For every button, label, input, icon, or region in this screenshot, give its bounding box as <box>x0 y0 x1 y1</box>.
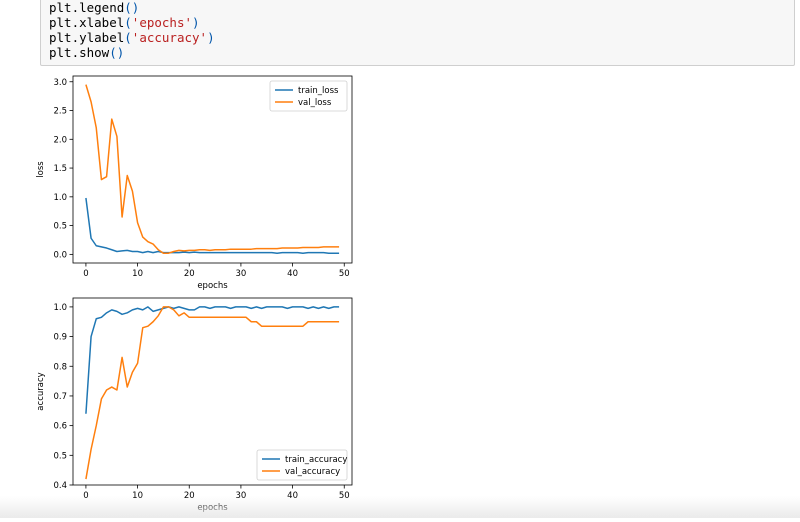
plot-frame <box>72 75 353 264</box>
x-tick-label: 50 <box>339 269 350 279</box>
y-tick-label: 0.5 <box>53 451 67 461</box>
y-tick-label: 0.8 <box>53 362 67 372</box>
code-function: plt.ylabel <box>49 30 125 45</box>
y-tick-label: 1.0 <box>53 303 67 313</box>
y-tick-label: 0.6 <box>53 422 67 432</box>
legend-label: val_loss <box>298 98 332 108</box>
code-string: 'epochs' <box>131 15 193 30</box>
code-paren: ( <box>124 30 132 45</box>
x-tick-label: 40 <box>287 269 298 279</box>
legend-box <box>269 80 348 112</box>
x-axis-label: epochs <box>197 281 228 291</box>
plot-frame <box>72 297 353 486</box>
y-tick-label: 0.0 <box>53 250 67 260</box>
code-line: plt.xlabel('epochs') <box>49 16 200 30</box>
y-tick-label: 0.4 <box>53 481 67 491</box>
code-function: plt.legend <box>49 0 125 15</box>
legend-box <box>256 449 348 481</box>
y-tick-label: 3.0 <box>53 78 67 88</box>
y-tick-label: 1.0 <box>53 193 67 203</box>
x-tick-label: 10 <box>132 269 143 279</box>
code-function: plt.xlabel <box>49 15 125 30</box>
code-string: 'accuracy' <box>131 30 208 45</box>
y-tick-label: 0.5 <box>53 222 67 232</box>
code-line: plt.ylabel('accuracy') <box>49 31 215 45</box>
code-function: plt.show <box>49 45 110 60</box>
series-line-train_accuracy <box>85 306 340 414</box>
cell-output: 0 10 20 30 40 50 0.0 0.5 1.0 1.5 2.0 2.5 3.0 epochs lo… <box>0 66 800 518</box>
output-figure: 0 10 20 30 40 50 0.0 0.5 1.0 1.5 2.0 2.5 3.0 epochs lo… <box>36 75 353 513</box>
series-line-val_accuracy <box>85 306 340 480</box>
code-line: plt.show() <box>49 46 124 60</box>
x-tick-label: 0 <box>83 269 88 279</box>
series-line-train_loss <box>85 197 340 254</box>
y-tick-label: 1.5 <box>53 164 67 174</box>
y-tick-label: 0.9 <box>53 333 67 343</box>
code-paren: ( <box>124 15 132 30</box>
legend-label: train_accuracy <box>285 455 347 465</box>
y-axis-label: accuracy <box>36 372 46 410</box>
y-tick-label: 0.7 <box>53 392 67 402</box>
legend-label: val_accuracy <box>285 467 340 477</box>
code-line: plt.legend() <box>49 1 139 15</box>
code-paren: ) <box>131 0 140 15</box>
code-cell[interactable]: plt.legend() plt.xlabel('epochs') plt.yl… <box>40 0 795 66</box>
y-tick-label: 2.0 <box>53 135 67 145</box>
x-tick-label: 30 <box>236 269 247 279</box>
bottom-shadow <box>0 496 800 518</box>
code-paren: ) <box>192 15 200 30</box>
code-paren: ) <box>116 45 125 60</box>
code-paren: ( <box>124 0 132 15</box>
y-tick-label: 2.5 <box>53 107 67 117</box>
y-axis-label: loss <box>36 161 46 178</box>
legend-label: train_loss <box>298 86 339 96</box>
x-tick-label: 20 <box>184 269 195 279</box>
code-paren: ) <box>207 30 215 45</box>
code-paren: ( <box>109 45 117 60</box>
series-line-val_loss <box>85 84 340 254</box>
